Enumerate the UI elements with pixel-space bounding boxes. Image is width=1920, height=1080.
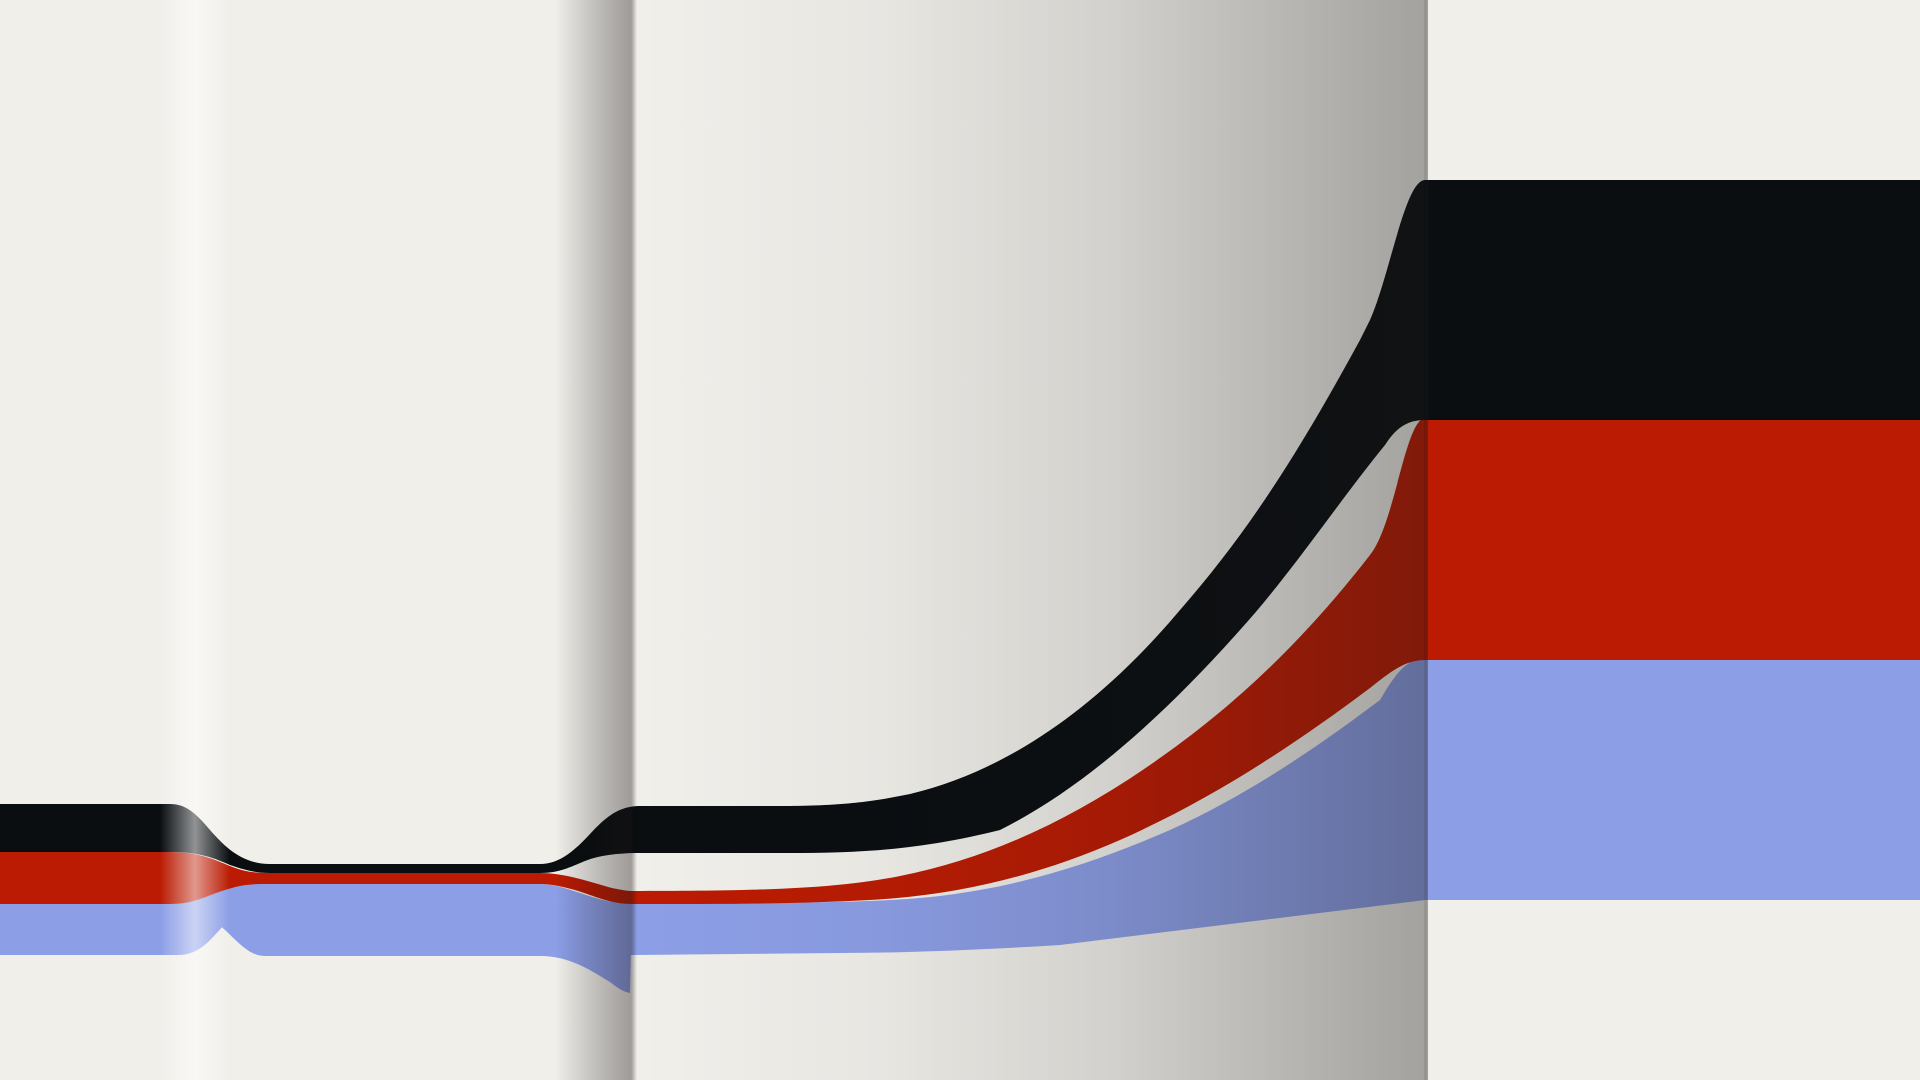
fold-shadow-wide <box>638 0 1428 1080</box>
highlight-strip <box>160 0 230 1080</box>
band-top <box>0 180 1920 873</box>
band-bottom-body <box>0 658 1920 955</box>
fold-edge-line <box>1424 0 1427 1080</box>
band-middle <box>0 418 1920 904</box>
fold-shadow-narrow <box>555 0 637 1080</box>
